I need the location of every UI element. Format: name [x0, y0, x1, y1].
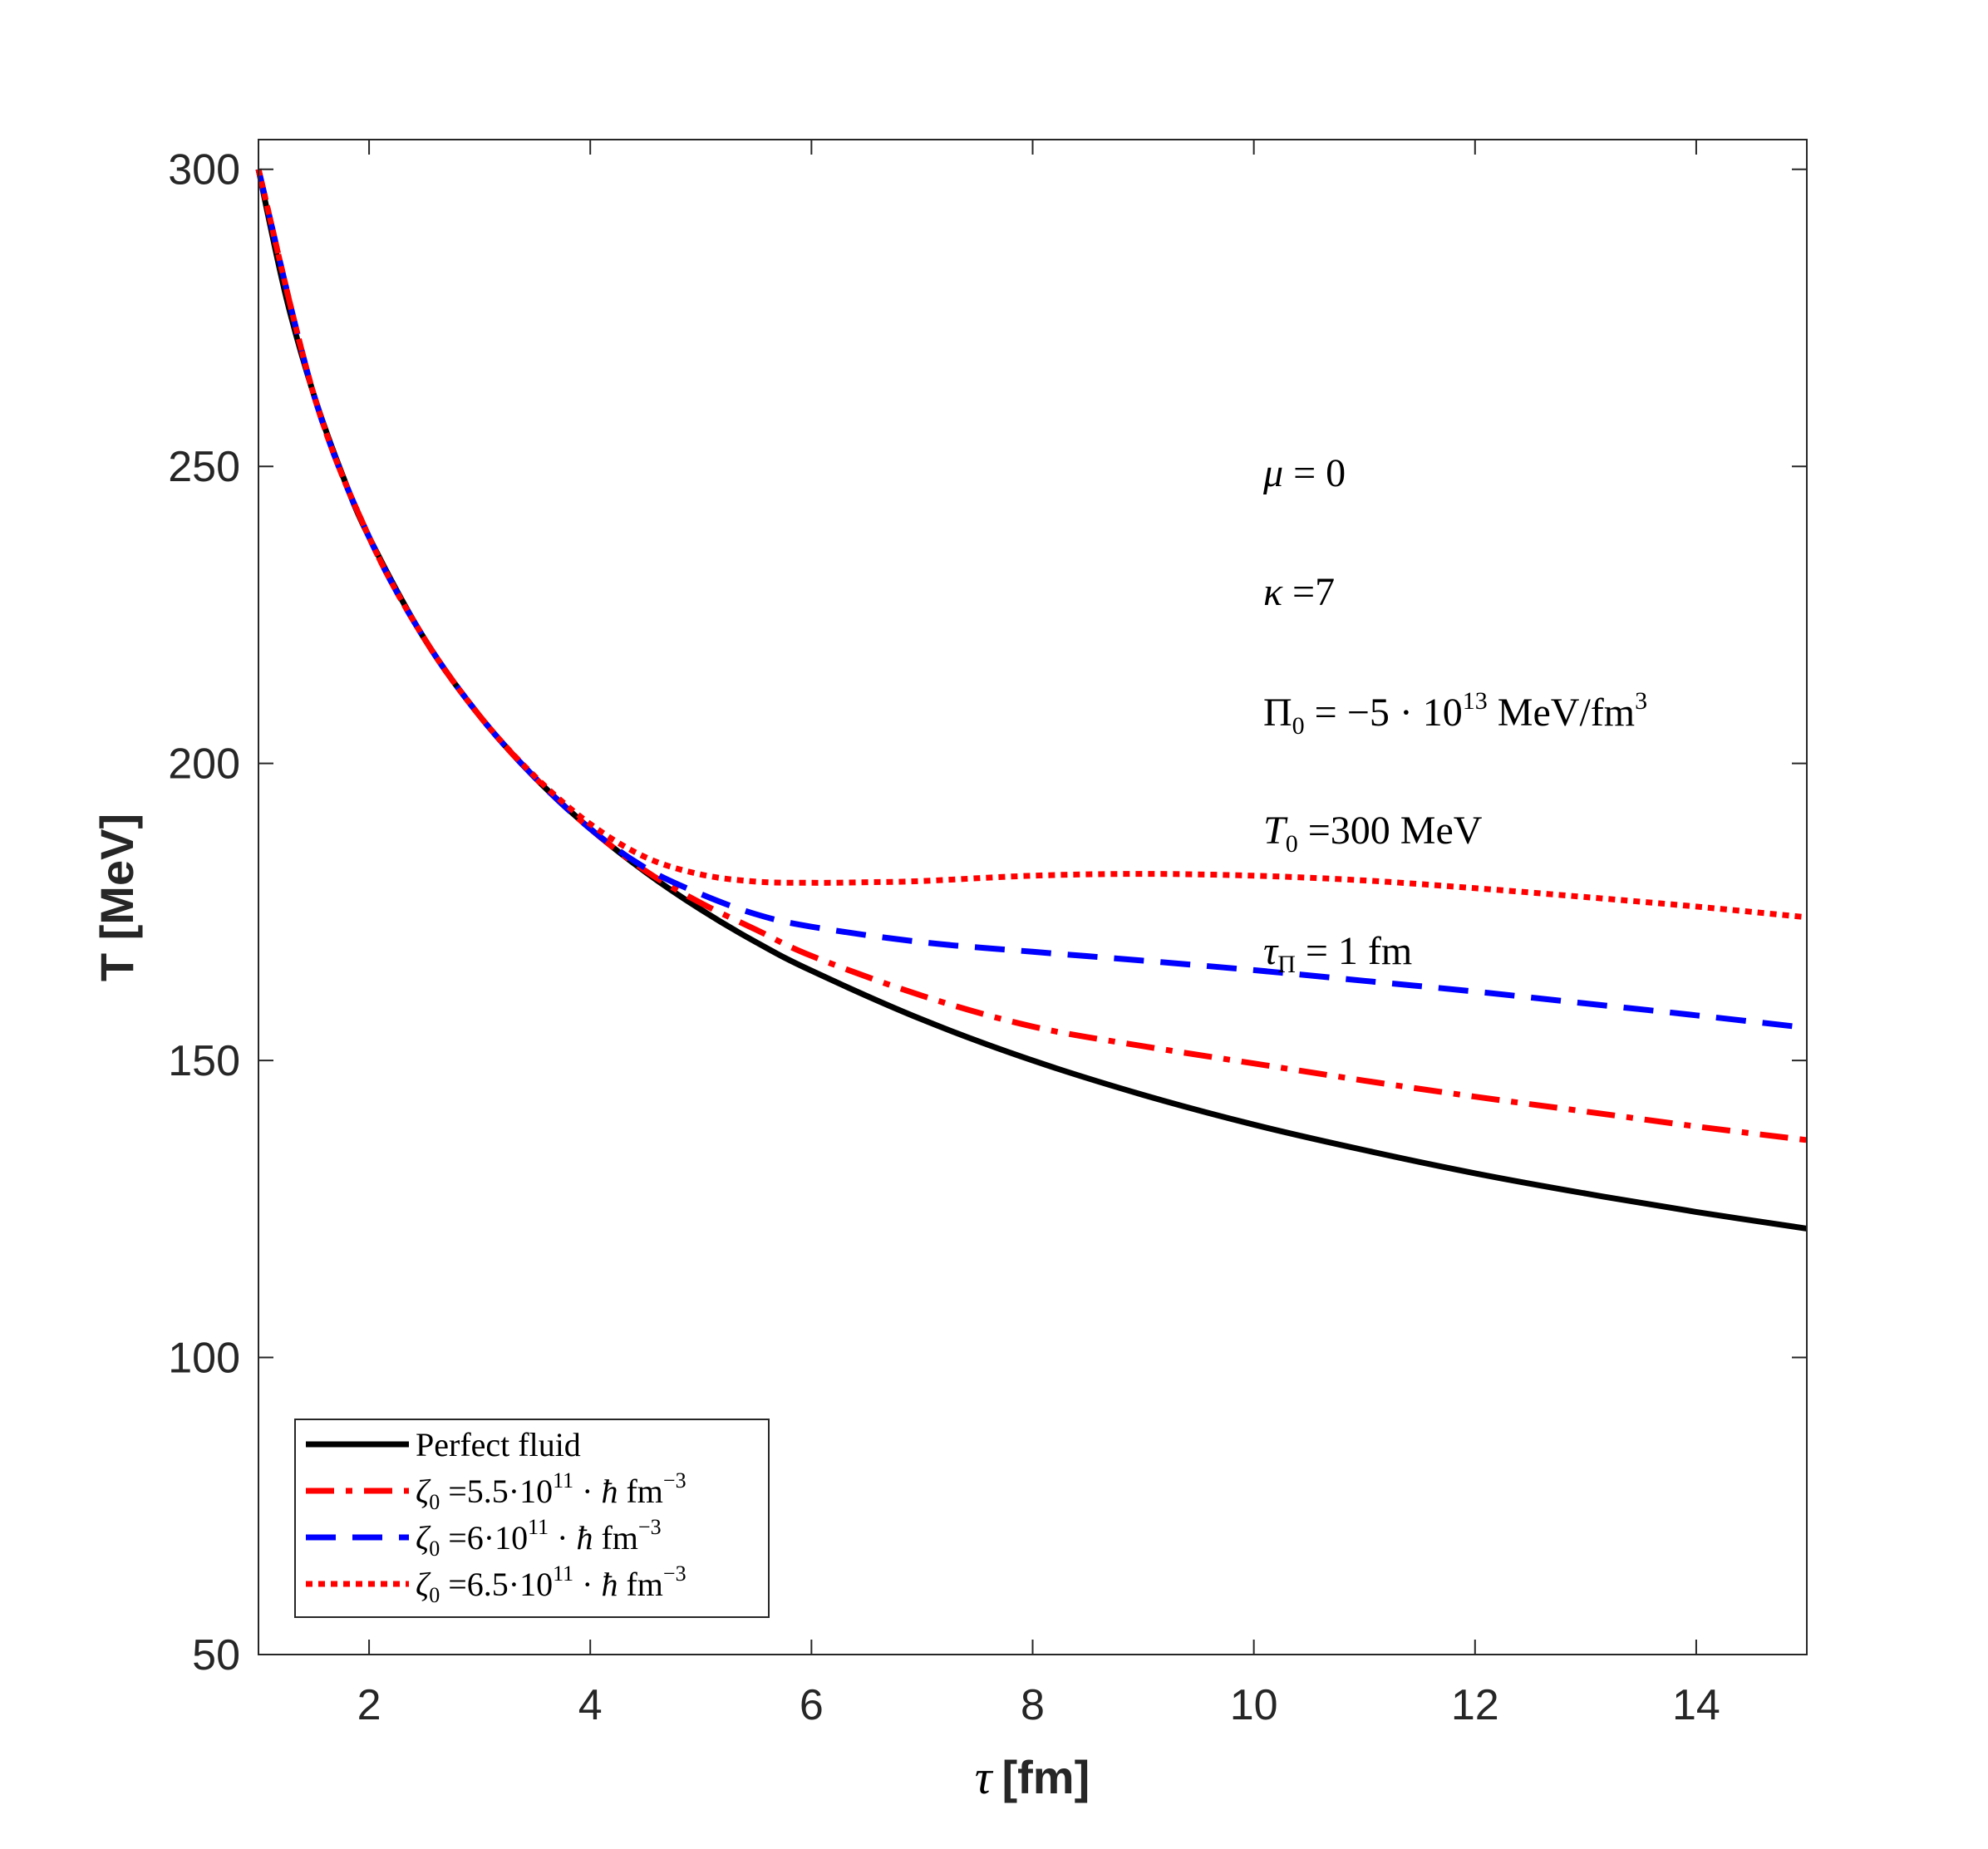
annotation-pi0-sub: 0: [1292, 712, 1305, 740]
y-tick-label-50: 50: [192, 1631, 240, 1679]
y-tick-label-100: 100: [168, 1335, 240, 1383]
series-line-3: [255, 168, 1808, 921]
x-tick-label-8: 8: [1021, 1681, 1045, 1729]
annotation-t0: T0 =300 MeV: [1263, 809, 1483, 858]
y-tick-label-150: 150: [168, 1037, 240, 1085]
series-layer: [255, 168, 1808, 1232]
annotation-pi0-value: = −5 · 10: [1305, 691, 1463, 735]
legend-entries: [306, 1441, 409, 1587]
legend-label-zeta-6-5: ζ0 =6.5·1011 · ħ fm−3: [416, 1561, 686, 1607]
x-tick-label-4: 4: [578, 1681, 603, 1729]
annotation-t0-symbol: T: [1263, 809, 1288, 853]
annotation-pi0-exp: 13: [1463, 687, 1488, 715]
annotation-kappa-value: =7: [1282, 570, 1335, 614]
y-tick-label-200: 200: [168, 740, 240, 789]
annotation-pi0-symbol: Π: [1263, 691, 1292, 735]
annotation-mu: μ = 0: [1262, 451, 1346, 495]
y-axis-title: T [MeV]: [91, 814, 143, 981]
x-tick-label-2: 2: [357, 1681, 381, 1729]
x-tick-label-12: 12: [1451, 1681, 1499, 1729]
series-line-2: [255, 168, 1808, 1031]
legend-label-perfect-fluid: Perfect fluid: [416, 1426, 581, 1463]
x-axis-symbol: τ: [975, 1750, 994, 1804]
legend-label-zeta-5-5: ζ0 =5.5·1011 · ħ fm−3: [416, 1468, 686, 1514]
x-axis-unit: [fm]: [1002, 1751, 1090, 1803]
annotation-pi0-unit: MeV/fm: [1488, 691, 1635, 735]
annotation-mu-value: = 0: [1283, 451, 1346, 495]
annotation-taupi: τΠ = 1 fm: [1263, 929, 1412, 978]
annotation-taupi-sub: Π: [1277, 951, 1296, 978]
y-tick-label-250: 250: [168, 443, 240, 491]
annotation-t0-sub: 0: [1286, 830, 1298, 858]
x-axis-title: τ [fm]: [975, 1750, 1090, 1804]
x-tick-label-10: 10: [1230, 1681, 1278, 1729]
annotation-taupi-value: = 1 fm: [1296, 929, 1412, 973]
y-tick-label-300: 300: [168, 146, 240, 194]
annotation-t0-value: =300 MeV: [1298, 809, 1483, 853]
series-line-1: [255, 168, 1808, 1143]
legend: Perfect fluid ζ0 =5.5·1011 · ħ fm−3 ζ0 =…: [294, 1419, 770, 1618]
x-tick-label-14: 14: [1672, 1681, 1720, 1729]
annotation-mu-symbol: μ: [1262, 451, 1283, 495]
annotation-block: μ = 0 κ =7 Π0 = −5 · 1013 MeV/fm3 T0 =30…: [1262, 451, 1647, 978]
annotation-pi0-unit-exp: 3: [1635, 687, 1647, 715]
annotation-pi0: Π0 = −5 · 1013 MeV/fm3: [1263, 687, 1647, 740]
annotation-kappa-symbol: κ: [1263, 570, 1283, 614]
x-tick-label-6: 6: [800, 1681, 824, 1729]
annotation-kappa: κ =7: [1263, 570, 1335, 614]
annotation-taupi-symbol: τ: [1263, 929, 1279, 973]
plot-area: [258, 140, 1807, 1655]
legend-label-zeta-6: ζ0 =6·1011 · ħ fm−3: [416, 1515, 662, 1561]
